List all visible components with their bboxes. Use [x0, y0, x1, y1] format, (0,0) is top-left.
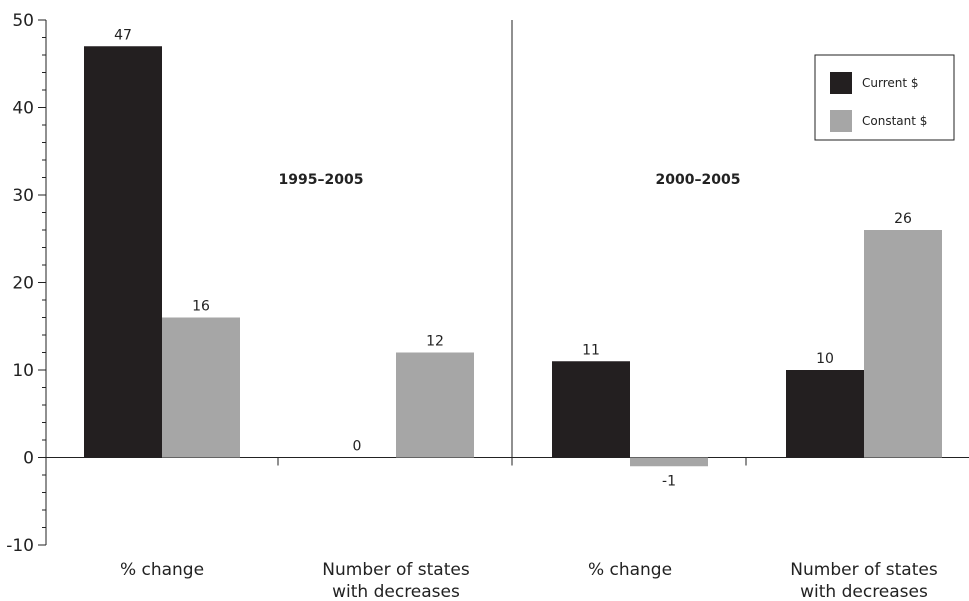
bar-constant: [864, 230, 942, 458]
bar-current: [786, 370, 864, 458]
legend-swatch: [830, 72, 852, 94]
labels: 1995–2005 47 16 % change 0 12 Number of states…: [114, 27, 938, 601]
data-label: 10: [816, 351, 834, 367]
bar-constant: [162, 317, 240, 458]
period-label: 1995–2005: [279, 172, 364, 188]
bars: [84, 46, 942, 467]
data-label: 11: [582, 342, 600, 358]
category-label: Number of states: [322, 560, 470, 580]
period-label: 2000–2005: [656, 172, 741, 188]
legend-swatch: [830, 110, 852, 132]
bar-current: [552, 361, 630, 458]
data-label: 16: [192, 299, 210, 315]
y-tick-label: 0: [23, 449, 34, 469]
y-tick-label: 10: [12, 361, 34, 381]
legend-label: Current $: [862, 76, 919, 90]
y-tick-label: 30: [12, 186, 34, 206]
bar-current: [84, 46, 162, 458]
bar-constant: [630, 457, 708, 467]
data-label: -1: [662, 473, 676, 489]
legend: Current $ Constant $: [814, 54, 955, 141]
category-label: % change: [120, 560, 204, 580]
y-tick-label: -10: [6, 536, 34, 556]
category-label: % change: [588, 560, 672, 580]
y-tick-label: 20: [12, 274, 34, 294]
data-label: 26: [894, 211, 912, 227]
data-label: 12: [426, 334, 444, 350]
bar-constant: [396, 352, 474, 458]
data-label: 0: [353, 439, 362, 455]
y-tick-label: 40: [12, 99, 34, 119]
legend-label: Constant $: [862, 114, 927, 128]
category-label: with decreases: [800, 582, 928, 601]
y-tick-label: 50: [12, 11, 34, 31]
category-label: with decreases: [332, 582, 460, 601]
data-label: 47: [114, 27, 132, 43]
category-label: Number of states: [790, 560, 938, 580]
